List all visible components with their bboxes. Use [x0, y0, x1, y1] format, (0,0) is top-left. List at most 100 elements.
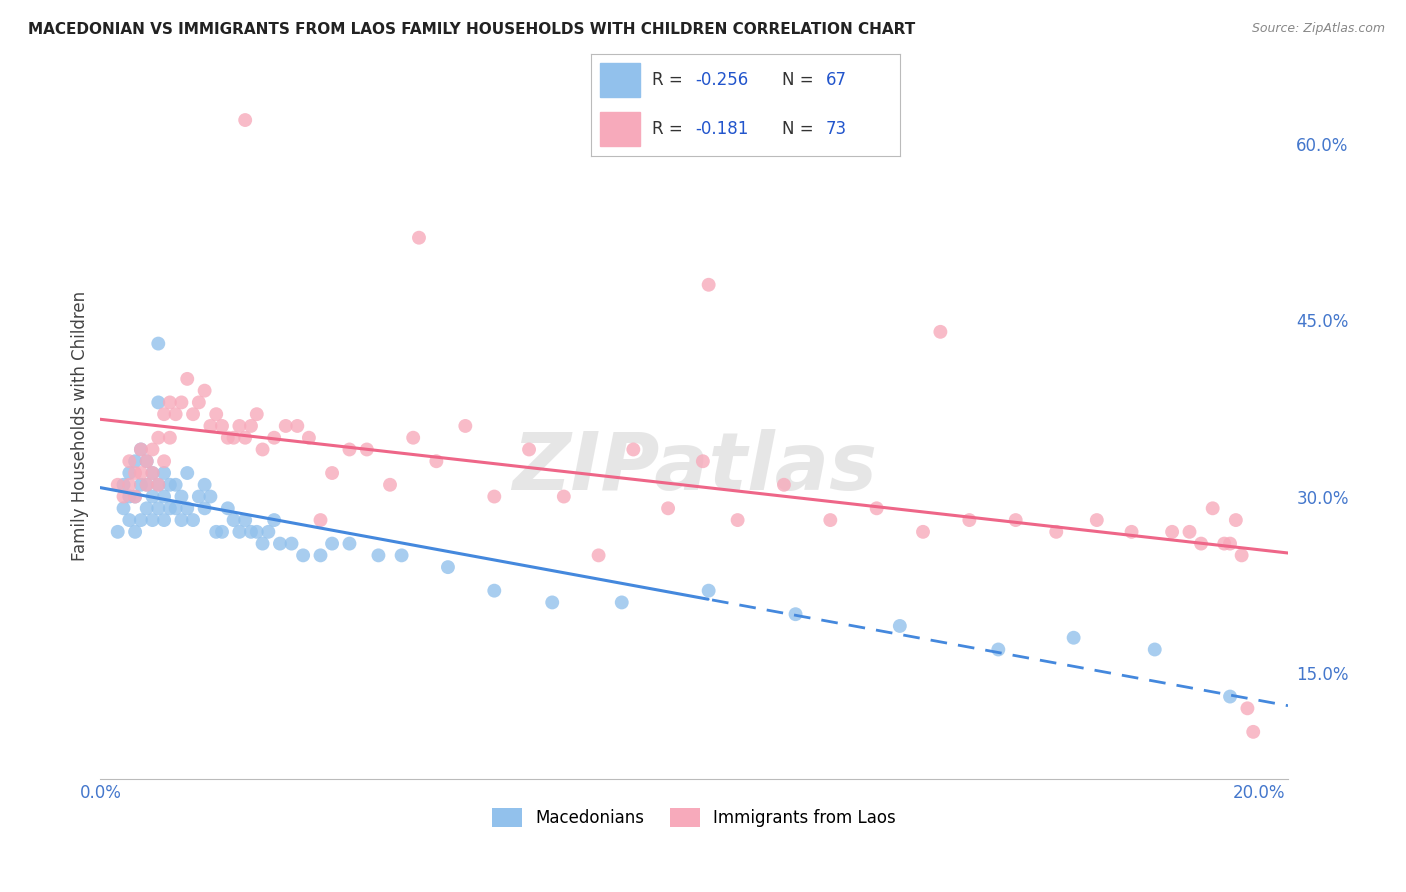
- Point: [321, 466, 343, 480]
- Point: [129, 442, 152, 457]
- Point: [148, 336, 170, 351]
- Point: [159, 477, 181, 491]
- Text: -0.256: -0.256: [696, 70, 749, 88]
- Point: [118, 490, 141, 504]
- Point: [222, 431, 245, 445]
- Point: [1004, 513, 1026, 527]
- Text: -0.181: -0.181: [696, 120, 749, 138]
- Point: [176, 466, 198, 480]
- Point: [176, 372, 198, 386]
- Point: [129, 442, 152, 457]
- Point: [1219, 690, 1241, 704]
- Point: [153, 407, 176, 421]
- Point: [170, 490, 193, 504]
- Point: [176, 501, 198, 516]
- Point: [200, 419, 222, 434]
- Point: [217, 431, 239, 445]
- Point: [1236, 701, 1258, 715]
- Point: [194, 384, 217, 398]
- Point: [408, 230, 430, 244]
- Point: [309, 513, 332, 527]
- Point: [246, 407, 269, 421]
- Point: [292, 549, 315, 563]
- Point: [135, 454, 157, 468]
- Point: [1201, 501, 1223, 516]
- Point: [124, 490, 146, 504]
- Point: [141, 513, 163, 527]
- Point: [129, 513, 152, 527]
- Point: [957, 513, 980, 527]
- Point: [727, 513, 749, 527]
- Point: [1219, 536, 1241, 550]
- Point: [181, 407, 204, 421]
- Point: [309, 549, 332, 563]
- Point: [148, 477, 170, 491]
- Point: [280, 536, 302, 550]
- Text: N =: N =: [782, 70, 814, 88]
- Point: [233, 513, 256, 527]
- Point: [165, 407, 187, 421]
- Point: [1161, 524, 1184, 539]
- Point: [112, 477, 135, 491]
- Point: [553, 490, 575, 504]
- Point: [222, 513, 245, 527]
- Point: [124, 466, 146, 480]
- Point: [1045, 524, 1067, 539]
- Point: [170, 513, 193, 527]
- Point: [148, 501, 170, 516]
- Text: R =: R =: [652, 70, 683, 88]
- Point: [165, 501, 187, 516]
- Bar: [600, 62, 640, 96]
- Point: [356, 442, 378, 457]
- Point: [339, 536, 361, 550]
- Point: [517, 442, 540, 457]
- Point: [1230, 549, 1253, 563]
- Point: [118, 513, 141, 527]
- Point: [391, 549, 413, 563]
- Point: [621, 442, 644, 457]
- Point: [1178, 524, 1201, 539]
- Point: [773, 477, 796, 491]
- Point: [240, 524, 263, 539]
- Point: [541, 595, 564, 609]
- Point: [697, 583, 720, 598]
- Point: [107, 477, 129, 491]
- Point: [378, 477, 401, 491]
- Point: [425, 454, 447, 468]
- Point: [1225, 513, 1247, 527]
- Y-axis label: Family Households with Children: Family Households with Children: [72, 291, 89, 561]
- Point: [1143, 642, 1166, 657]
- Point: [148, 431, 170, 445]
- Point: [321, 536, 343, 550]
- Point: [252, 442, 274, 457]
- Point: [118, 454, 141, 468]
- Point: [129, 466, 152, 480]
- Point: [233, 113, 256, 128]
- Point: [159, 431, 181, 445]
- Point: [141, 466, 163, 480]
- Point: [141, 466, 163, 480]
- Point: [205, 407, 228, 421]
- Point: [153, 513, 176, 527]
- Point: [240, 419, 263, 434]
- Point: [112, 490, 135, 504]
- Point: [1121, 524, 1143, 539]
- Point: [194, 501, 217, 516]
- Point: [135, 501, 157, 516]
- Point: [1213, 536, 1236, 550]
- Point: [610, 595, 633, 609]
- Point: [187, 395, 209, 409]
- Point: [153, 466, 176, 480]
- Text: N =: N =: [782, 120, 814, 138]
- Point: [1189, 536, 1212, 550]
- Point: [697, 277, 720, 292]
- Point: [484, 583, 506, 598]
- Text: 73: 73: [825, 120, 846, 138]
- Point: [866, 501, 889, 516]
- Text: MACEDONIAN VS IMMIGRANTS FROM LAOS FAMILY HOUSEHOLDS WITH CHILDREN CORRELATION C: MACEDONIAN VS IMMIGRANTS FROM LAOS FAMIL…: [28, 22, 915, 37]
- Point: [135, 477, 157, 491]
- Text: 67: 67: [825, 70, 846, 88]
- Point: [141, 490, 163, 504]
- Point: [484, 490, 506, 504]
- Point: [118, 477, 141, 491]
